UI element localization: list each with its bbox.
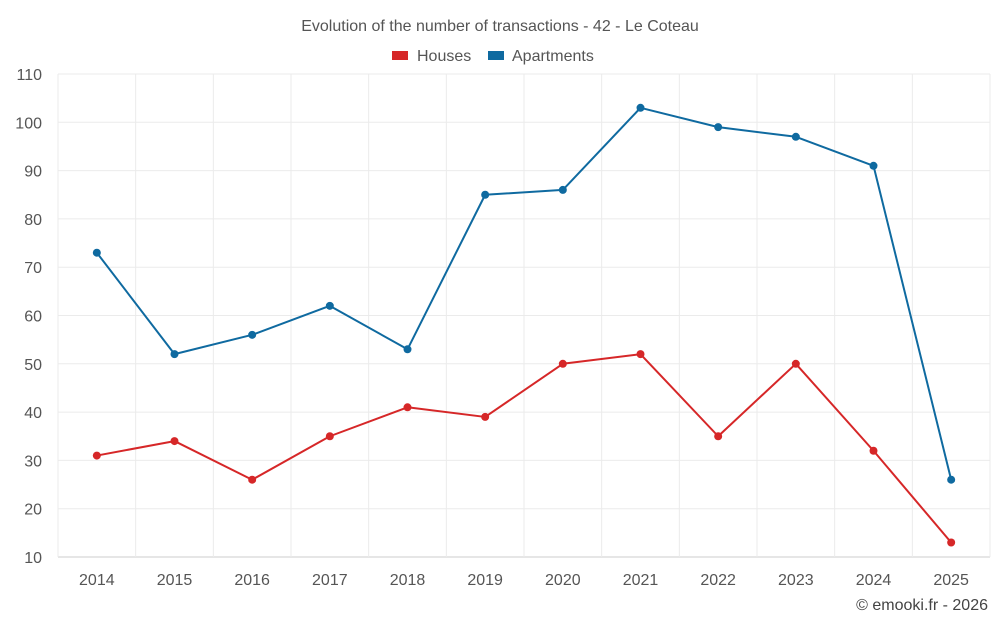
data-point-houses[interactable]: [248, 475, 257, 484]
x-tick-label: 2020: [545, 572, 581, 589]
legend-label-houses[interactable]: Houses: [417, 48, 471, 65]
data-point-apartments[interactable]: [791, 132, 800, 141]
y-tick-label: 70: [24, 260, 42, 277]
data-point-houses[interactable]: [558, 359, 567, 368]
y-tick-label: 40: [24, 405, 42, 422]
series-line-apartments: [96, 106, 953, 480]
data-point-apartments[interactable]: [325, 301, 334, 310]
y-tick-label: 20: [24, 502, 42, 519]
data-point-houses[interactable]: [714, 432, 723, 441]
data-point-apartments[interactable]: [714, 123, 723, 132]
series-line-houses: [96, 353, 952, 544]
y-tick-label: 100: [15, 115, 42, 132]
x-tick-label: 2021: [623, 572, 659, 589]
data-point-houses[interactable]: [170, 437, 179, 446]
x-tick-label: 2014: [79, 572, 115, 589]
chart-title: Evolution of the number of transactions …: [301, 18, 699, 35]
series-lines: [96, 106, 953, 544]
x-tick-label: 2025: [933, 572, 969, 589]
series-points: [92, 103, 956, 547]
grid: [57, 73, 991, 558]
x-tick-label: 2022: [700, 572, 736, 589]
data-point-houses[interactable]: [403, 403, 412, 412]
data-point-apartments[interactable]: [92, 248, 101, 257]
legend: Houses Apartments: [392, 48, 594, 65]
x-axis-ticks: 2014 2015 2016 2017 2018 2019 2020 2021 2022 2023…: [79, 572, 969, 589]
x-tick-label: 2019: [467, 572, 503, 589]
y-tick-label: 80: [24, 212, 42, 229]
y-tick-label: 60: [24, 309, 42, 326]
y-axis-ticks: 10 20 30 40 50 60 70 80 90 100 110: [15, 67, 42, 567]
y-tick-label: 50: [24, 357, 42, 374]
y-tick-label: 110: [16, 67, 42, 84]
data-point-apartments[interactable]: [248, 330, 257, 339]
data-point-apartments[interactable]: [558, 185, 567, 194]
data-point-houses[interactable]: [791, 359, 800, 368]
legend-label-apartments[interactable]: Apartments: [512, 48, 594, 65]
credit-text: © emooki.fr - 2026: [856, 597, 988, 614]
data-point-apartments[interactable]: [947, 475, 956, 484]
legend-swatch-apartments[interactable]: [488, 51, 504, 60]
data-point-apartments[interactable]: [481, 190, 490, 199]
y-tick-label: 10: [24, 550, 42, 567]
x-tick-label: 2018: [390, 572, 426, 589]
x-tick-label: 2015: [157, 572, 193, 589]
data-point-apartments[interactable]: [636, 103, 645, 112]
y-tick-label: 30: [24, 453, 42, 470]
data-point-houses[interactable]: [636, 350, 645, 359]
x-tick-label: 2017: [312, 572, 348, 589]
data-point-houses[interactable]: [92, 451, 101, 460]
x-tick-label: 2016: [234, 572, 270, 589]
data-point-houses[interactable]: [869, 446, 878, 455]
data-point-apartments[interactable]: [403, 345, 412, 354]
data-point-apartments[interactable]: [869, 161, 878, 170]
y-tick-label: 90: [24, 164, 42, 181]
x-tick-label: 2024: [856, 572, 892, 589]
legend-swatch-houses[interactable]: [392, 51, 408, 60]
data-point-houses[interactable]: [481, 412, 490, 421]
data-point-houses[interactable]: [325, 432, 334, 441]
data-point-apartments[interactable]: [170, 350, 179, 359]
x-tick-label: 2023: [778, 572, 814, 589]
data-point-houses[interactable]: [947, 538, 956, 547]
